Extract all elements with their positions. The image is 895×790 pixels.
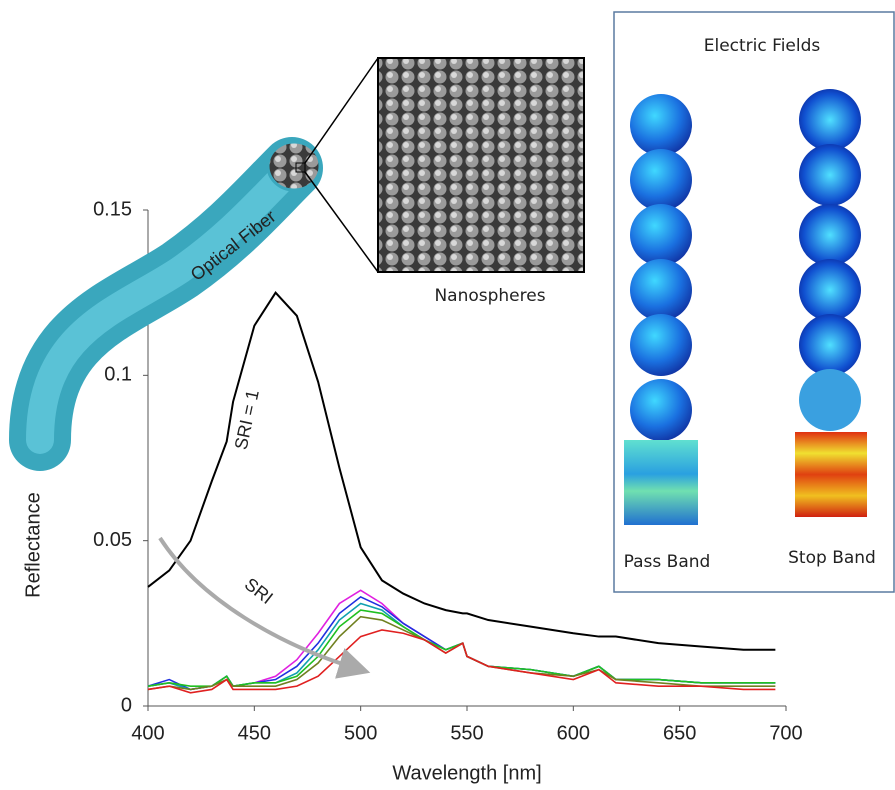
field-column-pass — [624, 94, 698, 525]
y-axis-label: Reflectance — [22, 492, 44, 598]
plot: 0 0.05 0.1 0.15 400 450 500 550 600 650 700 Wavelen… — [22, 198, 802, 784]
y-tick-label: 0.1 — [104, 364, 132, 386]
annotation: Pass Band — [624, 552, 711, 572]
data-line — [147, 291, 776, 651]
y-tick-label: 0 — [121, 694, 132, 716]
fiber-highlight — [26, 154, 306, 454]
zoom-box — [295, 162, 306, 173]
y-tick-label: 0.05 — [93, 529, 132, 551]
x-tick-label: 400 — [131, 722, 164, 744]
zoom-line — [304, 171, 379, 273]
data-line — [147, 589, 776, 691]
x-tick-label: 700 — [769, 722, 802, 744]
data-line — [147, 629, 776, 694]
data-line — [147, 615, 776, 691]
sri-arrow — [158, 536, 371, 679]
data-line — [147, 609, 776, 688]
x-tick-label: 600 — [557, 722, 590, 744]
y-tick-label: 0.15 — [93, 198, 132, 220]
x-tick-label: 450 — [238, 722, 271, 744]
annotation: Stop Band — [788, 548, 876, 568]
zoom-line — [304, 57, 379, 164]
x-tick-label: 550 — [450, 722, 483, 744]
x-tick-label: 650 — [663, 722, 696, 744]
annotation: SRI — [241, 574, 277, 608]
annotation: Nanospheres — [434, 286, 545, 306]
field-column-stop — [795, 89, 867, 517]
annotation: SRI = 1 — [231, 388, 263, 451]
x-tick-label: 500 — [344, 722, 377, 744]
sem-image — [377, 57, 585, 273]
fiber-end — [266, 140, 322, 192]
annotation: Electric Fields — [704, 36, 821, 56]
x-axis-label: Wavelength [nm] — [392, 762, 541, 784]
